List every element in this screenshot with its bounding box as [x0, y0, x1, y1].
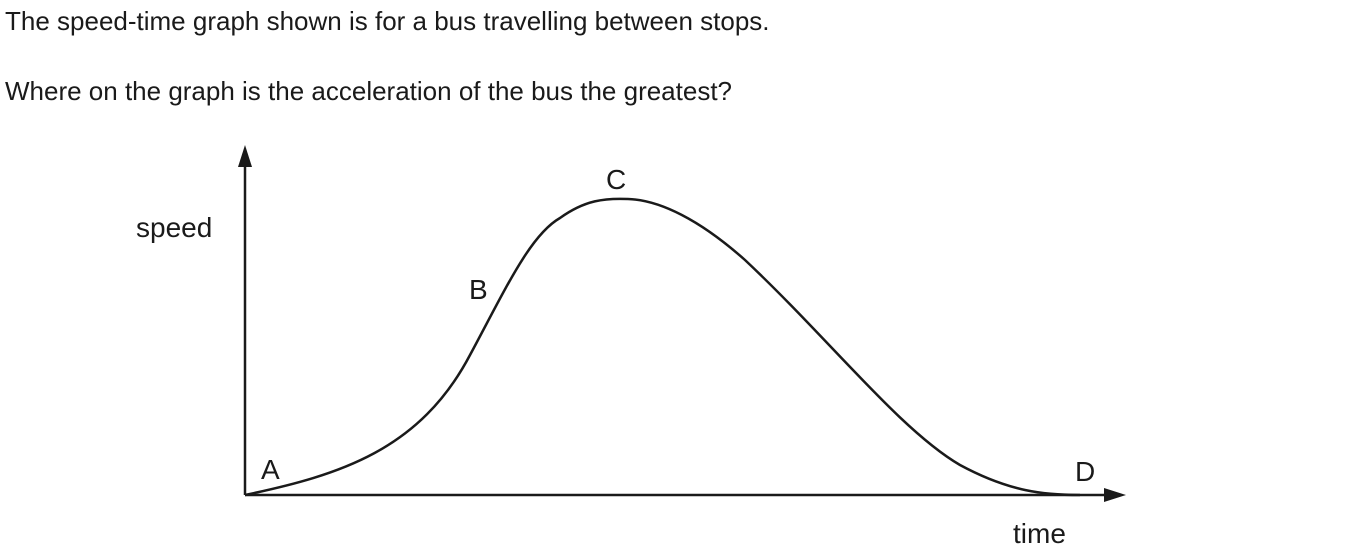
point-label-b: B: [469, 274, 488, 305]
point-label-d: D: [1075, 456, 1095, 487]
y-axis-label: speed: [136, 212, 212, 243]
x-axis-label: time: [1013, 518, 1066, 549]
point-label-c: C: [606, 164, 626, 195]
question-prompt: Where on the graph is the acceleration o…: [5, 76, 733, 106]
speed-time-curve: [244, 197, 1081, 497]
y-axis-arrowhead: [238, 145, 252, 167]
question-intro: The speed-time graph shown is for a bus …: [5, 6, 770, 36]
point-label-a: A: [261, 454, 280, 485]
x-axis-arrowhead: [1104, 488, 1126, 502]
